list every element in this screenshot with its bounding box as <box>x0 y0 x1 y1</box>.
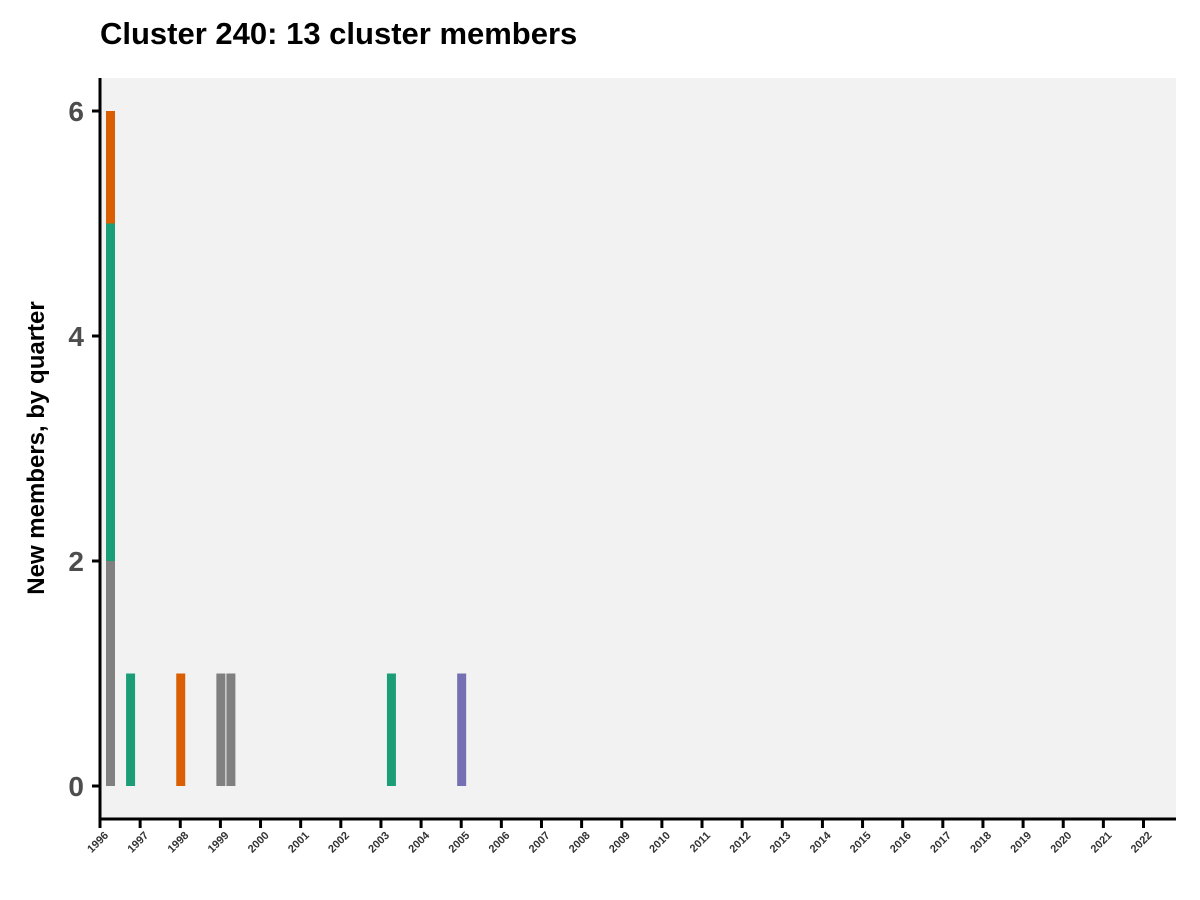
x-tick-label: 2007 <box>527 830 553 856</box>
bar-segment <box>106 223 115 561</box>
y-tick-label: 6 <box>68 96 84 127</box>
bars-group <box>106 111 467 786</box>
x-tick-label: 2018 <box>968 830 994 856</box>
x-tick-label: 2003 <box>366 830 392 856</box>
x-tick-label: 2006 <box>487 830 513 856</box>
chart-title: Cluster 240: 13 cluster members <box>100 16 578 51</box>
bar-segment <box>216 673 226 786</box>
bar-segment <box>226 673 236 786</box>
y-ticks-group: 0 2 4 6 <box>68 96 100 802</box>
bar-segment <box>176 673 186 786</box>
x-tick-label: 2011 <box>688 830 713 855</box>
x-tick-label: 1999 <box>206 830 232 856</box>
x-tick-label: 2008 <box>567 830 593 856</box>
bar-segment <box>106 111 115 224</box>
bar-segment <box>106 561 115 786</box>
x-tick-label: 2016 <box>888 830 914 856</box>
y-tick-label: 0 <box>68 771 84 802</box>
x-tick-label: 2022 <box>1129 830 1155 856</box>
x-tick-label: 1996 <box>85 830 111 856</box>
x-ticks-group: 1996 1997 1998 1999 2000 2001 2002 2003 2004 2005… <box>85 819 1155 856</box>
y-axis-label: New members, by quarter <box>23 301 50 594</box>
x-tick-label: 2000 <box>246 830 272 856</box>
x-tick-label: 2012 <box>727 830 753 856</box>
x-tick-label: 2004 <box>406 829 432 855</box>
x-tick-label: 2014 <box>808 829 834 855</box>
x-tick-label: 1998 <box>166 830 192 856</box>
x-tick-label: 2013 <box>768 830 794 856</box>
x-tick-label: 2020 <box>1049 830 1075 856</box>
bar-segment <box>457 673 467 786</box>
x-tick-label: 2010 <box>647 830 673 856</box>
x-tick-label: 2021 <box>1089 830 1115 856</box>
y-tick-label: 2 <box>68 546 84 577</box>
bar-segment <box>126 673 136 786</box>
y-tick-label: 4 <box>68 321 84 352</box>
plot-panel <box>100 78 1176 819</box>
x-tick-label: 2019 <box>1008 830 1034 856</box>
x-tick-label: 1997 <box>125 830 151 856</box>
x-tick-label: 2015 <box>848 830 874 856</box>
bar-segment <box>386 673 396 786</box>
x-tick-label: 2009 <box>607 830 633 856</box>
x-tick-label: 2002 <box>326 830 352 856</box>
x-tick-label: 2001 <box>286 830 312 856</box>
x-tick-label: 2005 <box>447 830 473 856</box>
x-tick-label: 2017 <box>928 830 954 856</box>
